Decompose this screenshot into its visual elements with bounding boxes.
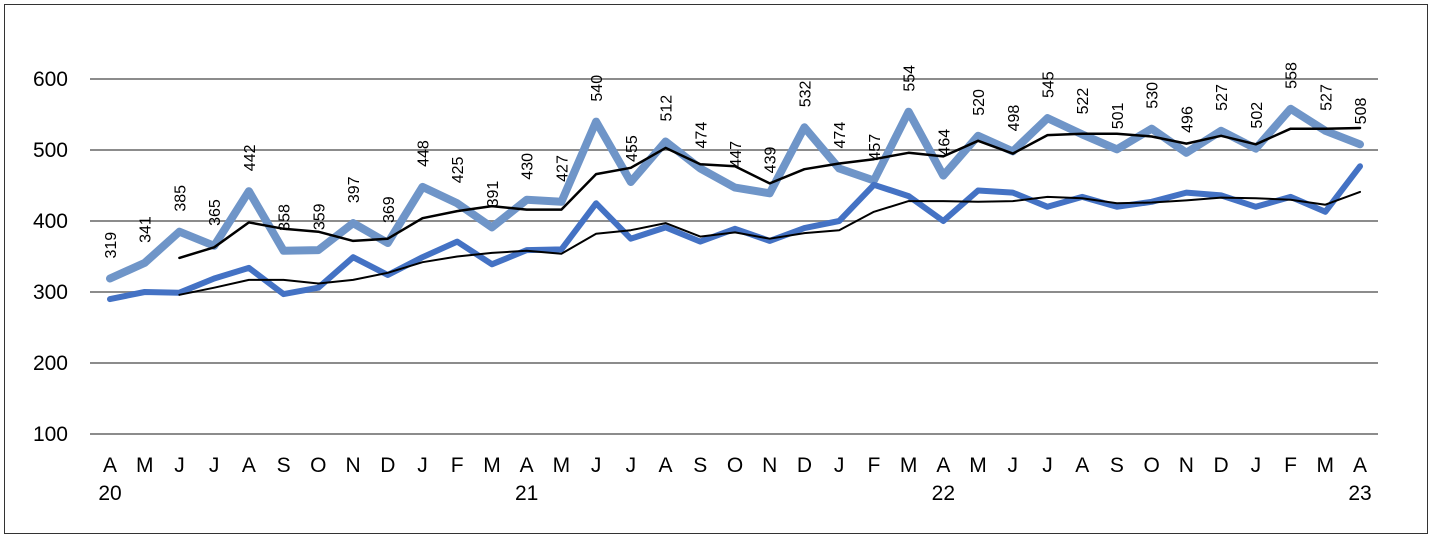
y-tick-label: 500	[33, 139, 68, 162]
x-axis: A M J J A S O N D J F M A M J J A S O N D J F M A M J J A S O N D J F M A20 2…	[90, 433, 1378, 505]
x-tick-label: J	[626, 454, 637, 477]
x-tick-label: N	[345, 454, 360, 477]
y-tick-label: 300	[33, 281, 68, 304]
data-label: 512	[659, 95, 676, 122]
data-label: 540	[589, 75, 606, 102]
x-tick-label: A	[242, 454, 256, 477]
data-label: 474	[693, 122, 710, 149]
x-tick-label: A	[1075, 454, 1089, 477]
x-tick-label: A	[659, 454, 673, 477]
data-label: 520	[971, 89, 988, 116]
x-tick-label: A	[936, 454, 950, 477]
data-label: 430	[520, 153, 537, 180]
x-tick-label: F	[1284, 454, 1297, 477]
data-label: 319	[103, 232, 120, 259]
y-tick-label: 100	[33, 423, 68, 446]
x-tick-label: M	[969, 454, 987, 477]
x-tick-label: M	[483, 454, 501, 477]
data-label: 527	[1318, 84, 1335, 111]
data-label: 522	[1075, 88, 1092, 115]
series-line-1	[178, 126, 1362, 260]
data-label: 425	[450, 156, 467, 183]
y-tick-label: 400	[33, 210, 68, 233]
data-label: 508	[1353, 98, 1370, 125]
data-label: 365	[207, 199, 224, 226]
series-line-3	[178, 190, 1361, 296]
x-tick-label: J	[1251, 454, 1262, 477]
x-tick-label: J	[834, 454, 845, 477]
x-tick-label: M	[1317, 454, 1335, 477]
x-tick-label: D	[1214, 454, 1229, 477]
x-tick-label: J	[1042, 454, 1053, 477]
series-lines	[106, 104, 1364, 303]
x-tick-label: O	[727, 454, 743, 477]
data-label: 474	[832, 122, 849, 149]
x-tick-label: M	[136, 454, 154, 477]
data-label: 369	[381, 196, 398, 223]
x-tick-label: S	[1110, 454, 1124, 477]
x-year-label: 20	[98, 482, 121, 505]
data-labels: 319 341 385 365 442 358 359 397 369 448 425 391 430 4…	[103, 62, 1370, 258]
y-tick-label: 200	[33, 352, 68, 375]
x-tick-label: D	[380, 454, 395, 477]
data-label: 558	[1284, 62, 1301, 89]
data-label: 397	[346, 176, 363, 203]
data-label: 359	[311, 203, 328, 230]
data-label: 527	[1214, 84, 1231, 111]
x-tick-label: O	[310, 454, 326, 477]
x-year-label: 21	[515, 482, 538, 505]
y-tick-label: 600	[33, 68, 68, 91]
x-year-label: 22	[932, 482, 955, 505]
x-tick-label: D	[797, 454, 812, 477]
data-label: 501	[1110, 102, 1127, 129]
data-label: 427	[554, 155, 571, 182]
x-tick-label: J	[591, 454, 602, 477]
x-year-label: 23	[1348, 482, 1371, 505]
data-label: 385	[172, 185, 189, 212]
chart-frame	[4, 4, 1428, 534]
data-label: 448	[416, 140, 433, 167]
x-tick-label: M	[900, 454, 918, 477]
x-tick-label: N	[1179, 454, 1194, 477]
x-tick-label: S	[693, 454, 707, 477]
series-line-0	[106, 104, 1364, 283]
data-label: 545	[1041, 71, 1058, 98]
data-label: 455	[624, 135, 641, 162]
x-tick-label: F	[451, 454, 464, 477]
x-tick-label: J	[174, 454, 185, 477]
data-label: 498	[1006, 105, 1023, 132]
data-label: 457	[867, 134, 884, 161]
data-label: 391	[485, 181, 502, 208]
data-label: 532	[797, 80, 814, 107]
x-tick-label: A	[103, 454, 117, 477]
x-tick-label: N	[762, 454, 777, 477]
data-label: 530	[1145, 82, 1162, 109]
x-tick-label: A	[1353, 454, 1367, 477]
x-tick-label: M	[553, 454, 571, 477]
y-axis: 100 200 300 400 500 600	[33, 68, 68, 446]
x-tick-label: J	[209, 454, 220, 477]
x-tick-label: F	[867, 454, 880, 477]
data-label: 502	[1249, 102, 1266, 129]
x-tick-label: A	[520, 454, 534, 477]
data-label: 358	[277, 204, 294, 231]
x-tick-label: J	[1008, 454, 1019, 477]
data-label: 442	[242, 144, 259, 171]
data-label: 464	[936, 129, 953, 156]
data-label: 447	[728, 141, 745, 168]
x-tick-label: J	[417, 454, 428, 477]
data-label: 341	[138, 216, 155, 243]
data-label: 554	[902, 65, 919, 92]
x-tick-label: O	[1143, 454, 1159, 477]
data-label: 496	[1179, 106, 1196, 133]
x-tick-label: S	[277, 454, 291, 477]
data-label: 439	[763, 147, 780, 174]
